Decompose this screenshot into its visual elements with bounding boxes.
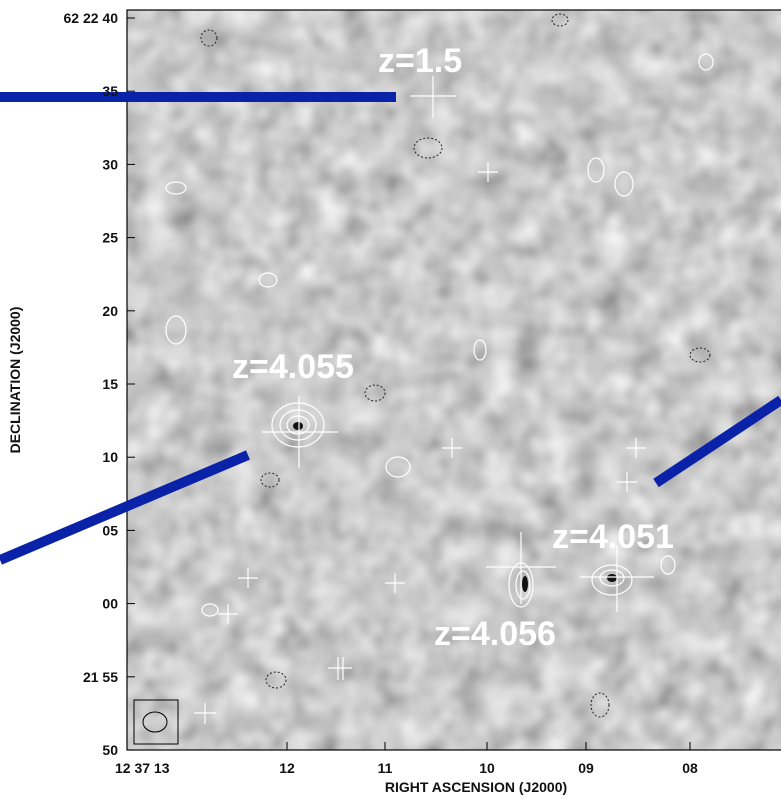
y-tick-label: 05 (102, 522, 118, 538)
x-axis-label: RIGHT ASCENSION (J2000) (385, 779, 567, 795)
y-tick-label: 20 (102, 303, 118, 319)
y-axis-label: DECLINATION (J2000) (7, 307, 23, 454)
crosshairs (194, 76, 654, 724)
y-tick-label: 00 (102, 596, 118, 612)
annotation: z=4.055 (232, 348, 354, 386)
x-tick-label: 08 (682, 760, 698, 776)
x-tick-label: 12 (279, 760, 295, 776)
y-tick-label: 21 55 (83, 669, 118, 685)
beam (142, 711, 168, 733)
radio-map (127, 10, 781, 750)
annotation: z=1.5 (378, 42, 462, 80)
y-tick-label: 62 22 40 (64, 10, 119, 26)
y-tick-label: 50 (102, 742, 118, 758)
pointer-line (653, 395, 781, 488)
x-tick-label: 09 (578, 760, 594, 776)
y-tick-label: 35 (102, 83, 118, 99)
y-tick-label: 25 (102, 230, 118, 246)
pointer-line (0, 450, 250, 565)
x-ticks: 12 37 13 12 11 10 09 08 (115, 742, 698, 776)
beam-box (133, 699, 179, 745)
y-tick-label: 10 (102, 449, 118, 465)
annotation: z=4.056 (434, 615, 556, 653)
y-tick-label: 30 (102, 156, 118, 172)
plot-frame (126, 9, 781, 751)
x-tick-label: 12 37 13 (115, 760, 170, 776)
y-tick-label: 15 (102, 376, 118, 392)
annotation: z=4.051 (552, 518, 674, 556)
x-tick-label: 10 (479, 760, 495, 776)
y-ticks: 62 22 40 35 30 25 20 15 10 05 00 21 55 50 (64, 10, 135, 758)
x-tick-label: 11 (378, 760, 393, 776)
